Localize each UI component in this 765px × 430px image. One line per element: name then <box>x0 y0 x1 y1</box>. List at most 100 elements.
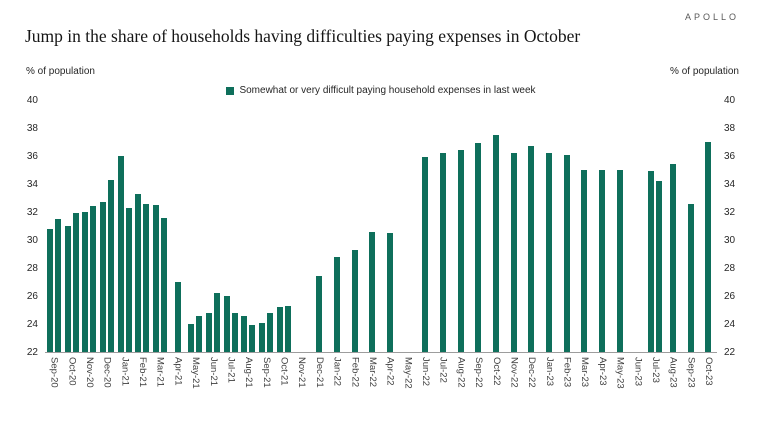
month-group-Apr-22: Apr-22 <box>381 100 399 389</box>
bar-Jun-21 <box>206 312 213 352</box>
bar-Apr-21 <box>174 282 181 352</box>
x-tick-label: Nov-20 <box>83 357 95 388</box>
bars-Jan-21 <box>115 100 134 353</box>
bar-Mar-23 <box>581 170 588 352</box>
y-tick-label-right: 28 <box>724 263 736 274</box>
bar-Mar-21 <box>152 205 159 352</box>
x-tick-label: Aug-21 <box>243 357 255 388</box>
month-group-May-23: May-23 <box>611 100 629 389</box>
month-group-Dec-21: Dec-21 <box>310 100 328 389</box>
x-tick-label: May-21 <box>190 357 202 389</box>
bars-Mar-23 <box>575 100 594 353</box>
plot-area: Sep-20 Oct-20 Nov-20 Dec-20 Jan-21 Feb-21 Mar-… <box>45 100 718 389</box>
bars-Dec-22 <box>522 100 541 353</box>
y-tick-label-right: 30 <box>724 235 736 246</box>
bars-Oct-21 <box>274 100 293 353</box>
x-tick-label: May-23 <box>614 357 626 389</box>
bar-Dec-21 <box>316 276 323 352</box>
bars-Dec-20 <box>98 100 116 353</box>
month-group-Dec-22: Dec-22 <box>522 100 541 389</box>
bar-Apr-23 <box>599 170 606 352</box>
y-tick-label-right: 38 <box>724 123 736 134</box>
bars-Mar-21 <box>151 100 169 353</box>
bar-Feb-22 <box>351 249 358 352</box>
legend-swatch <box>226 86 235 95</box>
bar-Apr-22 <box>386 233 393 352</box>
x-tick-label: Nov-22 <box>508 357 520 388</box>
bar-Oct-22 <box>493 135 500 352</box>
y-tick-label-right: 32 <box>724 207 736 218</box>
x-tick-label: May-22 <box>402 357 414 389</box>
y-tick-label-left: 26 <box>26 291 38 302</box>
bar-Jan-23 <box>546 153 553 352</box>
x-tick-label: Jul-22 <box>437 357 449 383</box>
month-group-Nov-22: Nov-22 <box>504 100 523 389</box>
bar-Jul-23 <box>648 171 655 352</box>
y-tick-label-left: 40 <box>26 95 38 106</box>
bar-May-21 <box>196 315 203 352</box>
bar-Oct-20 <box>72 213 79 352</box>
bars-Jun-22 <box>416 100 435 353</box>
bars-Sep-21 <box>257 100 275 353</box>
month-group-Aug-22: Aug-22 <box>451 100 470 389</box>
month-group-Sep-23: Sep-23 <box>681 100 700 389</box>
x-tick-label: Nov-21 <box>296 357 308 388</box>
bar-Dec-20 <box>107 179 114 352</box>
bars-Jul-21 <box>221 100 240 353</box>
bar-Jan-21 <box>117 156 124 352</box>
month-group-Jun-23: Jun-23 <box>628 100 647 389</box>
y-tick-label-left: 22 <box>26 347 38 358</box>
x-tick-label: Aug-23 <box>667 357 679 388</box>
bar-Feb-21 <box>143 203 150 352</box>
bar-Sep-21 <box>267 312 274 352</box>
bars-Aug-22 <box>451 100 470 353</box>
bar-Jun-22 <box>422 157 429 352</box>
bar-May-21 <box>188 324 195 352</box>
bar-Sep-21 <box>259 322 266 352</box>
month-group-Aug-23: Aug-23 <box>664 100 682 389</box>
bars-Sep-20 <box>45 100 63 353</box>
x-tick-label: Dec-20 <box>101 357 113 388</box>
month-group-Sep-21: Sep-21 <box>257 100 275 389</box>
apollo-logo: APOLLO <box>684 12 739 22</box>
x-tick-label: Jun-23 <box>632 357 644 387</box>
bar-Aug-21 <box>249 325 256 352</box>
bar-Dec-20 <box>99 202 106 352</box>
month-group-Sep-22: Sep-22 <box>469 100 488 389</box>
x-tick-label: Feb-23 <box>561 357 573 388</box>
month-group-Jul-22: Jul-22 <box>434 100 452 389</box>
x-tick-label: Jan-23 <box>543 357 555 387</box>
y-tick-label-right: 36 <box>724 151 736 162</box>
bars-Jul-22 <box>434 100 452 353</box>
y-tick-label-left: 32 <box>26 207 38 218</box>
y-tick-label-left: 38 <box>26 123 38 134</box>
bars-Jan-22 <box>328 100 346 353</box>
bar-Dec-22 <box>528 146 535 352</box>
month-group-Oct-20: Oct-20 <box>62 100 81 389</box>
bar-Jul-21 <box>223 296 230 352</box>
month-group-Apr-23: Apr-23 <box>593 100 611 389</box>
month-group-Jun-22: Jun-22 <box>416 100 435 389</box>
bar-Sep-22 <box>475 143 482 352</box>
x-tick-label: Dec-22 <box>526 357 538 388</box>
y-tick-label-left: 36 <box>26 151 38 162</box>
x-tick-label: Jun-21 <box>207 357 219 387</box>
bar-Jul-21 <box>231 312 238 352</box>
legend-label: Somewhat or very difficult paying househ… <box>239 85 536 96</box>
month-group-Oct-23: Oct-23 <box>699 100 718 389</box>
bar-Feb-23 <box>563 154 570 352</box>
month-group-Jan-22: Jan-22 <box>328 100 346 389</box>
x-tick-label: Sep-23 <box>685 357 697 388</box>
month-group-Apr-21: Apr-21 <box>168 100 187 389</box>
y-tick-label-right: 22 <box>724 347 736 358</box>
x-tick-label: Jun-22 <box>420 357 432 387</box>
bars-Nov-20 <box>80 100 99 353</box>
y-tick-label-left: 24 <box>26 319 38 330</box>
bar-Jul-23 <box>656 181 663 352</box>
x-tick-label: Feb-21 <box>137 357 149 388</box>
month-group-May-21: May-21 <box>186 100 205 389</box>
x-tick-label: Oct-21 <box>278 357 290 386</box>
bars-Jun-21 <box>204 100 222 353</box>
month-group-Feb-23: Feb-23 <box>557 100 576 389</box>
month-group-Feb-22: Feb-22 <box>345 100 364 389</box>
